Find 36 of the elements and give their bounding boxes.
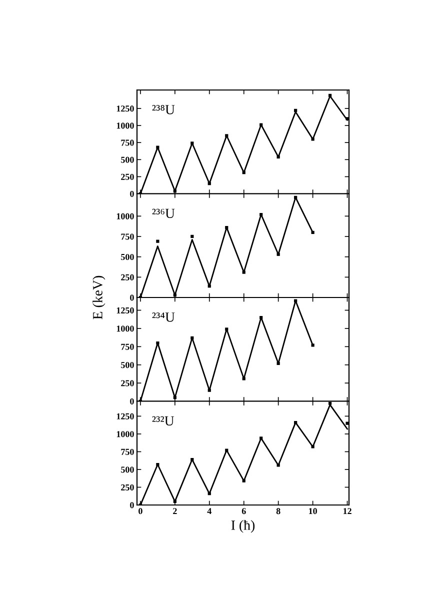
y-tick-label: 0 xyxy=(130,398,134,404)
y-tick-label: 1000 xyxy=(116,326,134,332)
y-tick-label: 250 xyxy=(121,174,134,180)
y-tick-label: 250 xyxy=(121,484,134,490)
text: ²³⁶U xyxy=(152,208,175,218)
x-tick-label: 6 xyxy=(242,508,246,514)
y-tick-label: 500 xyxy=(121,156,134,163)
y-tick-label: 1000 xyxy=(116,431,134,438)
y-tick-label: 500 xyxy=(121,466,134,473)
text: ²³⁴U xyxy=(152,312,175,322)
y-tick-label: 1000 xyxy=(116,122,134,129)
x-tick-label: 0 xyxy=(138,508,142,514)
y-tick-label: 250 xyxy=(121,380,134,386)
y-axis-title: E (keV) xyxy=(92,276,106,320)
y-tick-label: 750 xyxy=(121,140,134,146)
x-tick-label: 10 xyxy=(309,508,317,514)
y-tick-label: 750 xyxy=(121,448,134,455)
y-tick-label: 750 xyxy=(121,234,134,240)
y-tick-label: 500 xyxy=(121,362,134,368)
y-tick-label: 0 xyxy=(130,190,134,197)
y-tick-label: 1000 xyxy=(116,213,134,220)
y-tick-label: 750 xyxy=(121,344,134,350)
y-tick-label: 500 xyxy=(121,254,134,260)
x-tick-label: 2 xyxy=(173,508,177,514)
y-tick-label: 1250 xyxy=(116,106,134,112)
y-tick-label: 0 xyxy=(130,294,134,301)
y-tick-label: 1250 xyxy=(116,307,134,314)
text: ²³⁸U xyxy=(152,105,175,114)
x-tick-label: 4 xyxy=(207,508,212,514)
x-tick-label: 8 xyxy=(276,508,280,514)
y-tick-label: 0 xyxy=(130,502,134,508)
x-axis-title: I (ħ) xyxy=(231,520,255,533)
y-tick-label: 1250 xyxy=(116,413,134,420)
y-tick-label: 250 xyxy=(121,274,134,280)
text: ²³²U xyxy=(152,416,174,426)
x-tick-label: 12 xyxy=(343,508,352,514)
